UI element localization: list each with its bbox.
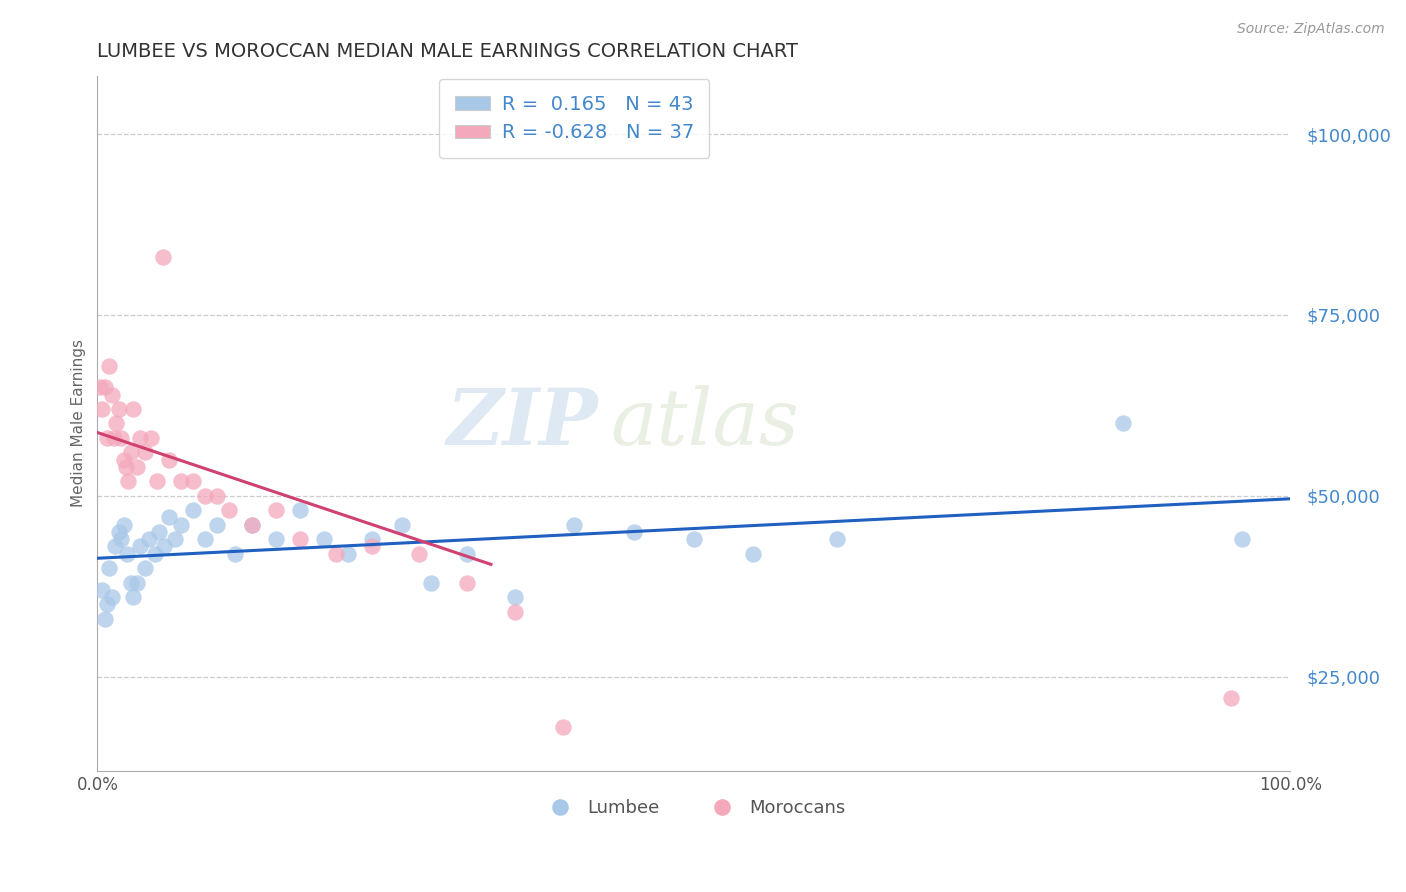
Point: [91, 401, 114, 416]
Point: [117, 475, 139, 489]
Point: [96, 431, 118, 445]
Point: [564, 517, 586, 532]
Point: [108, 401, 131, 416]
Point: [503, 590, 526, 604]
Point: [152, 250, 174, 264]
Point: [120, 575, 142, 590]
Point: [148, 524, 170, 539]
Point: [170, 475, 193, 489]
Point: [503, 605, 526, 619]
Point: [96, 597, 118, 611]
Point: [93, 612, 115, 626]
Point: [456, 575, 478, 590]
Point: [105, 417, 128, 431]
Point: [125, 459, 148, 474]
Point: [205, 489, 228, 503]
Point: [98, 359, 121, 373]
Point: [181, 475, 204, 489]
Point: [100, 590, 122, 604]
Point: [112, 452, 135, 467]
Point: [264, 532, 287, 546]
Point: [146, 475, 169, 489]
Legend: Lumbee, Moroccans: Lumbee, Moroccans: [534, 792, 853, 824]
Point: [163, 532, 186, 546]
Point: [1232, 532, 1254, 546]
Point: [134, 561, 156, 575]
Point: [360, 532, 382, 546]
Point: [218, 503, 240, 517]
Point: [391, 517, 413, 532]
Point: [623, 524, 645, 539]
Point: [138, 532, 160, 546]
Text: Source: ZipAtlas.com: Source: ZipAtlas.com: [1237, 22, 1385, 37]
Point: [194, 532, 217, 546]
Point: [242, 517, 264, 532]
Point: [408, 547, 430, 561]
Point: [110, 532, 132, 546]
Point: [825, 532, 848, 546]
Point: [157, 510, 180, 524]
Point: [104, 540, 127, 554]
Point: [682, 532, 704, 546]
Text: atlas: atlas: [610, 385, 799, 461]
Point: [288, 532, 311, 546]
Point: [122, 590, 145, 604]
Point: [224, 547, 246, 561]
Point: [551, 720, 574, 734]
Point: [312, 532, 335, 546]
Text: LUMBEE VS MOROCCAN MEDIAN MALE EARNINGS CORRELATION CHART: LUMBEE VS MOROCCAN MEDIAN MALE EARNINGS …: [97, 42, 799, 61]
Point: [112, 517, 135, 532]
Point: [93, 380, 115, 394]
Point: [1219, 691, 1241, 706]
Point: [325, 547, 347, 561]
Point: [242, 517, 264, 532]
Point: [110, 431, 132, 445]
Point: [134, 445, 156, 459]
Point: [264, 503, 287, 517]
Point: [194, 489, 217, 503]
Point: [139, 431, 162, 445]
Point: [170, 517, 193, 532]
Point: [360, 540, 382, 554]
Point: [103, 431, 125, 445]
Point: [115, 547, 138, 561]
Point: [153, 540, 176, 554]
Point: [91, 582, 114, 597]
Y-axis label: Median Male Earnings: Median Male Earnings: [72, 340, 86, 508]
Point: [205, 517, 228, 532]
Point: [125, 575, 148, 590]
Text: ZIP: ZIP: [447, 385, 599, 462]
Point: [456, 547, 478, 561]
Point: [1112, 417, 1135, 431]
Point: [288, 503, 311, 517]
Point: [129, 540, 152, 554]
Point: [742, 547, 765, 561]
Point: [108, 524, 131, 539]
Point: [157, 452, 180, 467]
Point: [129, 431, 152, 445]
Point: [420, 575, 443, 590]
Point: [89, 380, 111, 394]
Point: [120, 445, 142, 459]
Point: [143, 547, 166, 561]
Point: [100, 387, 122, 401]
Point: [336, 547, 359, 561]
Point: [181, 503, 204, 517]
Point: [115, 459, 138, 474]
Point: [122, 401, 145, 416]
Point: [98, 561, 121, 575]
